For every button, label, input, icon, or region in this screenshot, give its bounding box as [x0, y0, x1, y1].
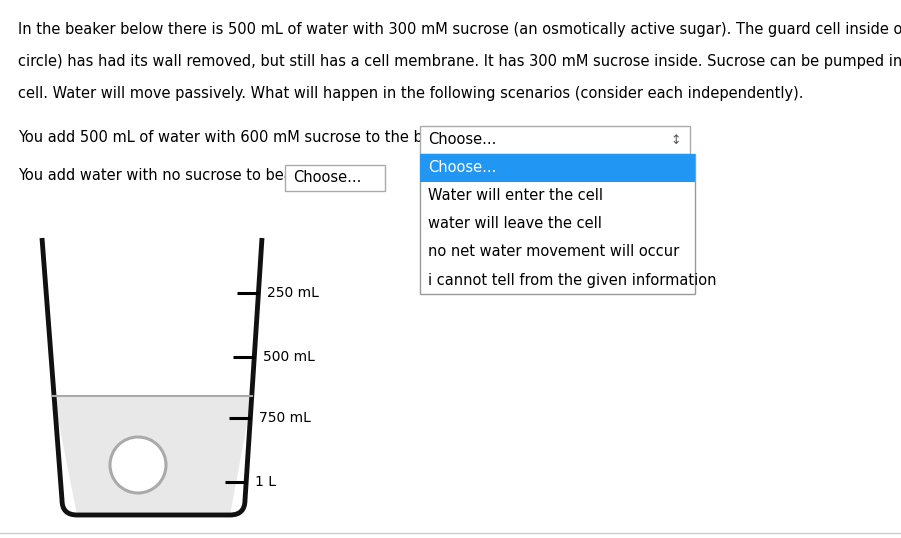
Text: Choose...: Choose...	[428, 160, 496, 175]
Text: cell. Water will move passively. What will happen in the following scenarios (co: cell. Water will move passively. What wi…	[18, 86, 804, 101]
Text: circle) has had its wall removed, but still has a cell membrane. It has 300 mM s: circle) has had its wall removed, but st…	[18, 54, 901, 69]
Text: 500 mL: 500 mL	[263, 350, 314, 364]
Text: 250 mL: 250 mL	[267, 286, 318, 300]
FancyBboxPatch shape	[285, 165, 385, 191]
Text: water will leave the cell: water will leave the cell	[428, 216, 602, 231]
Text: i cannot tell from the given information: i cannot tell from the given information	[428, 273, 716, 287]
Text: 750 mL: 750 mL	[259, 411, 311, 425]
Circle shape	[110, 437, 166, 493]
FancyBboxPatch shape	[420, 154, 695, 294]
Text: In the beaker below there is 500 mL of water with 300 mM sucrose (an osmotically: In the beaker below there is 500 mL of w…	[18, 22, 901, 37]
Text: You add 500 mL of water with 600 mM sucrose to the beaker.: You add 500 mL of water with 600 mM sucr…	[18, 130, 468, 145]
Polygon shape	[53, 396, 252, 515]
Text: no net water movement will occur: no net water movement will occur	[428, 244, 679, 259]
Text: Water will enter the cell: Water will enter the cell	[428, 188, 603, 203]
FancyBboxPatch shape	[420, 154, 695, 182]
Text: ↕: ↕	[670, 133, 681, 146]
Text: 1 L: 1 L	[255, 475, 276, 489]
Text: Choose...: Choose...	[428, 132, 496, 147]
Text: You add water with no sucrose to beaker: You add water with no sucrose to beaker	[18, 168, 316, 183]
FancyBboxPatch shape	[420, 126, 690, 154]
Text: Choose...: Choose...	[293, 171, 361, 186]
